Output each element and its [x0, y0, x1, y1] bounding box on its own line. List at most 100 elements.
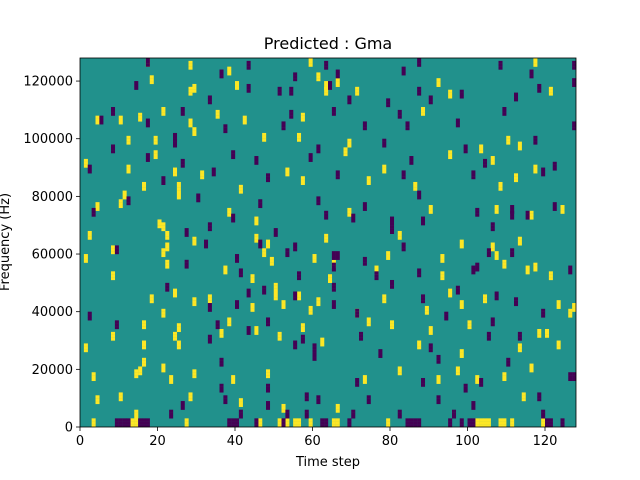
heatmap-cell-low: [207, 340, 212, 344]
heatmap-cell-high: [95, 401, 100, 405]
heatmap-cell-low: [304, 395, 309, 399]
heatmap-cell-high: [227, 72, 232, 76]
heatmap-cell-high: [176, 190, 181, 194]
heatmap-cell-high: [459, 245, 464, 249]
heatmap-cell-high: [347, 207, 352, 211]
heatmap-cell-high: [548, 92, 553, 96]
heatmap-cell-high: [343, 147, 348, 151]
heatmap-cell-high: [118, 118, 123, 122]
heatmap-cell-high: [486, 424, 491, 428]
heatmap-cell-low: [475, 207, 480, 211]
heatmap-cell-low: [316, 144, 321, 148]
heatmap-cell-low: [401, 176, 406, 180]
heatmap-cell-high: [200, 173, 205, 177]
heatmap-cell-low: [324, 66, 329, 70]
heatmap-cell-low: [401, 242, 406, 246]
heatmap-cell-high: [192, 242, 197, 246]
heatmap-cell-low: [560, 418, 565, 422]
heatmap-cell-high: [273, 294, 278, 298]
heatmap-cell-low: [165, 288, 170, 292]
heatmap-cell-high: [479, 424, 484, 428]
heatmap-cell-high: [192, 130, 197, 134]
heatmap-cell-high: [219, 331, 224, 335]
heatmap-cell-low: [331, 300, 336, 304]
heatmap-cell-low: [145, 158, 150, 162]
heatmap-cell-low: [207, 228, 212, 232]
heatmap-cell-low: [87, 170, 92, 174]
heatmap-cell-high: [118, 395, 123, 399]
heatmap-cell-low: [293, 75, 298, 79]
heatmap-cell-high: [297, 424, 302, 428]
heatmap-cell-low: [142, 424, 147, 428]
heatmap-cell-low: [297, 271, 302, 275]
heatmap-cell-high: [533, 265, 538, 269]
heatmap-cell-high: [502, 262, 507, 266]
heatmap-cell-low: [366, 398, 371, 402]
heatmap-cell-low: [161, 179, 166, 183]
heatmap-cell-low: [525, 216, 530, 220]
heatmap-cell-low: [304, 398, 309, 402]
heatmap-cell-low: [351, 219, 356, 223]
heatmap-cell-high: [362, 375, 367, 379]
heatmap-cell-high: [219, 334, 224, 338]
heatmap-cell-high: [560, 205, 565, 209]
heatmap-cell-high: [316, 300, 321, 304]
heatmap-cell-high: [390, 326, 395, 330]
heatmap-cell-high: [300, 323, 305, 327]
heatmap-cell-low: [390, 225, 395, 229]
heatmap-cell-low: [293, 346, 298, 350]
heatmap-cell-high: [440, 277, 445, 281]
heatmap-cell-high: [312, 254, 317, 258]
heatmap-cell-high: [537, 331, 542, 335]
heatmap-cell-low: [572, 124, 577, 128]
heatmap-cell-low: [134, 86, 139, 90]
heatmap-cell-high: [293, 421, 298, 425]
heatmap-cell-high: [494, 251, 499, 255]
heatmap-cell-high: [111, 271, 116, 275]
heatmap-cell-low: [421, 222, 426, 226]
heatmap-cell-high: [254, 328, 259, 333]
heatmap-cell-low: [397, 112, 402, 116]
heatmap-cell-low: [417, 86, 422, 90]
heatmap-cell-low: [548, 421, 553, 425]
heatmap-cell-high: [188, 395, 193, 399]
heatmap-cell-low: [281, 424, 286, 428]
heatmap-cell-high: [262, 254, 267, 258]
heatmap-cell-low: [351, 213, 356, 217]
heatmap-cell-low: [331, 282, 336, 286]
heatmap-cell-low: [463, 150, 468, 154]
heatmap-cell-low: [355, 383, 360, 387]
high-value-cells: [83, 58, 577, 428]
heatmap-cell-low: [490, 320, 495, 324]
heatmap-cell-high: [366, 323, 371, 327]
heatmap-cell-low: [401, 69, 406, 73]
heatmap-cell-high: [467, 320, 472, 324]
heatmap-cell-high: [118, 121, 123, 125]
heatmap-cell-low: [568, 271, 573, 275]
heatmap-cell-low: [436, 360, 441, 364]
heatmap-cell-high: [335, 81, 340, 85]
y-axis-ticks: 0 20000 40000 60000 80000 100000 120000: [23, 75, 80, 436]
heatmap-cell-high: [142, 363, 147, 367]
heatmap-cell-low: [312, 354, 317, 358]
heatmap-cell-high: [467, 326, 472, 330]
heatmap-cell-high: [510, 424, 515, 428]
heatmap-cell-low: [331, 288, 336, 292]
heatmap-cell-high: [502, 375, 507, 379]
heatmap-cell-high: [521, 395, 526, 399]
heatmap-cell-high: [95, 202, 100, 206]
heatmap-cell-high: [134, 418, 139, 422]
heatmap-cell-low: [285, 409, 290, 413]
heatmap-cell-high: [165, 248, 170, 252]
heatmap-cell-low: [362, 262, 367, 266]
heatmap-cell-high: [347, 213, 352, 217]
heatmap-cell-low: [359, 337, 364, 341]
heatmap-cell-high: [300, 115, 305, 119]
heatmap-cell-high: [173, 173, 178, 177]
heatmap-cell-low: [219, 363, 224, 367]
heatmap-cell-low: [184, 259, 189, 263]
heatmap-cell-low: [378, 354, 383, 358]
heatmap-cell-high: [347, 144, 352, 148]
heatmap-cell-low: [99, 118, 104, 122]
heatmap-cell-low: [417, 196, 422, 200]
